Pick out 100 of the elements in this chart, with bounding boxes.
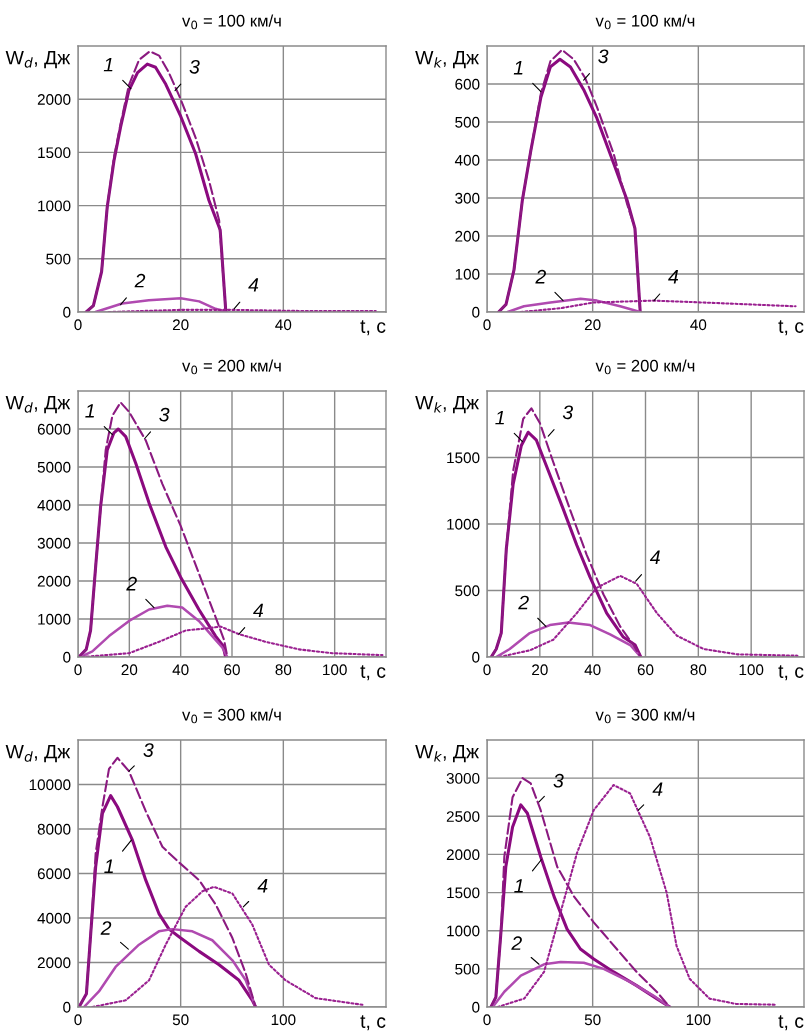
y-tick-label: 8000 bbox=[37, 823, 71, 835]
annotation: 4 bbox=[248, 278, 259, 292]
y-tick-label: 0 bbox=[63, 306, 71, 318]
x-tick-label: 100 bbox=[271, 1014, 296, 1026]
annotation: 3 bbox=[159, 407, 170, 422]
x-tick-label: 20 bbox=[172, 319, 189, 331]
x-axis-title: t, с bbox=[778, 1015, 804, 1031]
y-axis-title: W$_{k}$, Дж bbox=[415, 50, 479, 69]
annotation: 1 bbox=[103, 57, 113, 72]
chart-title: v$_{0}$ = 200 км/ч bbox=[182, 359, 281, 375]
y-tick-label: 500 bbox=[455, 116, 480, 128]
x-axis-title: t, с bbox=[778, 665, 804, 681]
annotation: 3 bbox=[189, 59, 200, 74]
x-tick-label: 60 bbox=[224, 664, 240, 676]
annotation: 2 bbox=[134, 273, 146, 288]
y-axis-title: W$_{d}$, Дж bbox=[5, 395, 71, 414]
x-tick-label: 40 bbox=[172, 664, 189, 676]
y-tick-label: 2000 bbox=[37, 575, 71, 587]
annotation: 2 bbox=[535, 269, 546, 284]
annotation: 1 bbox=[514, 879, 523, 893]
x-tick-label: 0 bbox=[74, 664, 82, 676]
chart-title: v$_{0}$ = 100 км/ч bbox=[182, 14, 281, 30]
y-tick-label: 200 bbox=[455, 230, 480, 242]
y-tick-label: 10000 bbox=[29, 779, 71, 791]
y-tick-label: 1500 bbox=[38, 147, 71, 159]
x-axis-title: t, с bbox=[778, 320, 804, 336]
x-axis-title: t, с bbox=[360, 320, 386, 336]
y-tick-label: 0 bbox=[63, 1001, 71, 1013]
x-tick-label: 60 bbox=[637, 664, 654, 676]
y-tick-label: 4000 bbox=[37, 912, 71, 924]
annotation: 1 bbox=[104, 859, 113, 873]
x-tick-label: 100 bbox=[323, 664, 347, 676]
x-tick-label: 0 bbox=[74, 1014, 82, 1026]
x-tick-label: 40 bbox=[275, 319, 292, 331]
annotation: 1 bbox=[513, 61, 523, 75]
y-tick-label: 0 bbox=[63, 651, 71, 663]
y-tick-label: 0 bbox=[472, 651, 480, 663]
y-tick-label: 500 bbox=[455, 963, 480, 975]
annotation: 4 bbox=[652, 782, 663, 796]
x-tick-label: 80 bbox=[275, 664, 292, 676]
x-axis-title: t, с bbox=[360, 665, 386, 681]
y-tick-label: 2000 bbox=[37, 94, 71, 105]
annotation: 1 bbox=[495, 410, 504, 425]
x-tick-label: 0 bbox=[483, 1014, 491, 1026]
annotation: 4 bbox=[649, 550, 660, 564]
y-axis-title: W$_{d}$, Дж bbox=[5, 50, 71, 69]
x-tick-label: 0 bbox=[483, 319, 491, 331]
x-tick-label: 80 bbox=[690, 664, 707, 676]
y-tick-label: 6000 bbox=[37, 868, 71, 880]
y-tick-label: 1000 bbox=[38, 200, 71, 212]
y-tick-label: 1000 bbox=[38, 613, 71, 625]
annotation: 3 bbox=[562, 405, 573, 420]
x-tick-label: 20 bbox=[584, 319, 601, 331]
chart-title: v$_{0}$ = 300 км/ч bbox=[595, 708, 695, 724]
y-axis-title: W$_{k}$, Дж bbox=[415, 744, 479, 763]
x-tick-label: 50 bbox=[584, 1014, 601, 1026]
annotation: 2 bbox=[511, 936, 522, 950]
y-tick-label: 1500 bbox=[447, 452, 480, 464]
y-tick-label: 0 bbox=[472, 306, 480, 318]
annotation: 1 bbox=[85, 404, 94, 418]
annotation: 4 bbox=[257, 879, 268, 893]
y-axis-title: W$_{k}$, Дж bbox=[415, 395, 479, 414]
y-tick-label: 1500 bbox=[447, 887, 480, 899]
annotation: 2 bbox=[100, 921, 112, 935]
chart-title: v$_{0}$ = 300 км/ч bbox=[182, 708, 281, 724]
y-tick-label: 500 bbox=[455, 585, 480, 597]
x-tick-label: 0 bbox=[74, 319, 82, 331]
y-tick-label: 3000 bbox=[446, 773, 480, 784]
annotation: 3 bbox=[143, 743, 154, 757]
y-tick-label: 1000 bbox=[447, 925, 480, 937]
y-tick-label: 500 bbox=[46, 253, 71, 265]
y-tick-label: 400 bbox=[454, 154, 480, 166]
y-tick-label: 600 bbox=[455, 78, 480, 90]
y-tick-label: 0 bbox=[472, 1001, 480, 1013]
x-tick-label: 20 bbox=[121, 664, 138, 676]
annotation: 2 bbox=[518, 595, 529, 610]
y-tick-label: 2500 bbox=[446, 811, 480, 822]
y-axis-title: W$_{d}$, Дж bbox=[5, 744, 71, 763]
annotation: 3 bbox=[553, 773, 564, 788]
x-tick-label: 100 bbox=[686, 1014, 711, 1026]
y-tick-label: 100 bbox=[455, 268, 480, 280]
x-axis-title: t, с bbox=[360, 1015, 386, 1031]
y-tick-label: 6000 bbox=[37, 423, 71, 435]
x-tick-label: 20 bbox=[532, 664, 548, 676]
annotation: 4 bbox=[668, 270, 679, 284]
x-tick-label: 100 bbox=[739, 664, 764, 676]
y-tick-label: 2000 bbox=[446, 849, 480, 861]
chart-title: v$_{0}$ = 200 км/ч bbox=[595, 359, 695, 375]
y-tick-label: 1000 bbox=[447, 518, 480, 530]
x-tick-label: 40 bbox=[690, 319, 707, 331]
x-tick-label: 50 bbox=[172, 1014, 189, 1026]
y-tick-label: 3000 bbox=[37, 537, 71, 549]
x-tick-label: 40 bbox=[584, 664, 601, 676]
annotation: 3 bbox=[598, 49, 609, 64]
x-tick-label: 0 bbox=[483, 664, 491, 676]
y-tick-label: 2000 bbox=[37, 957, 71, 969]
y-tick-label: 5000 bbox=[37, 461, 71, 473]
y-tick-label: 4000 bbox=[37, 499, 71, 511]
annotation: 4 bbox=[253, 603, 264, 618]
chart-title: v$_{0}$ = 100 км/ч bbox=[595, 14, 695, 30]
